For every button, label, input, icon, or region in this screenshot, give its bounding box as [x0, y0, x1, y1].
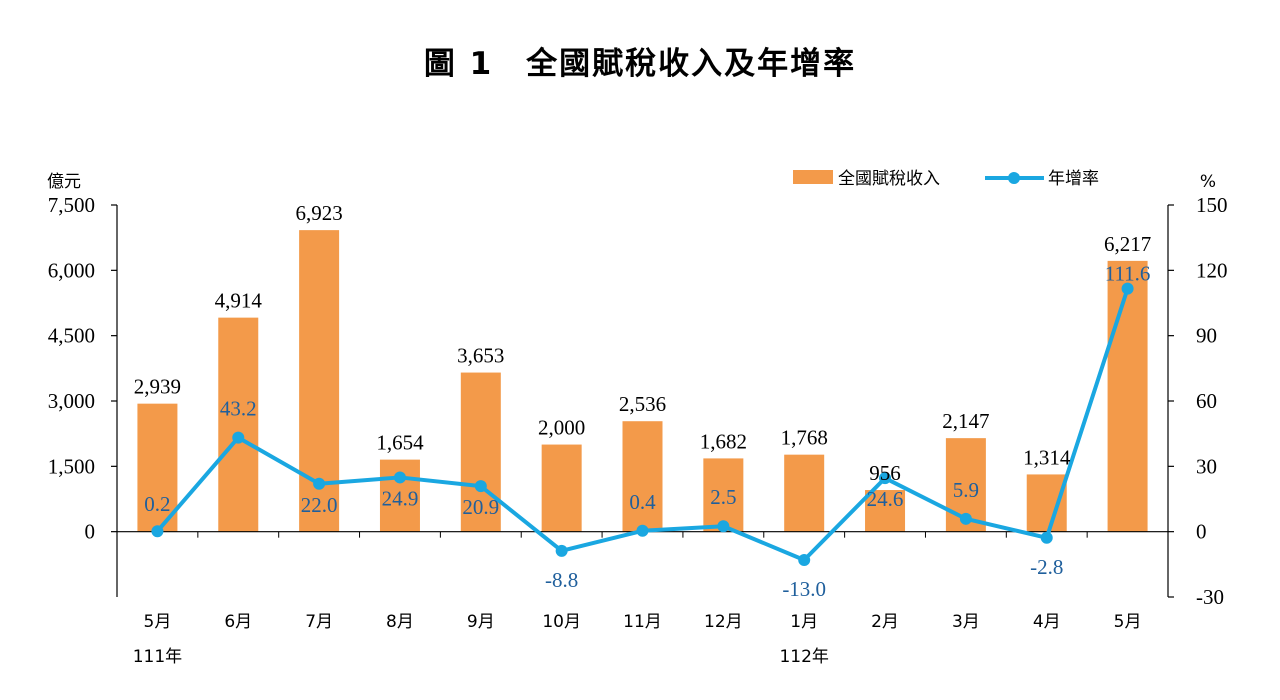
growth-rate-point — [1040, 531, 1053, 544]
growth-rate-label: 24.6 — [867, 487, 904, 511]
x-category-label: 6月 — [224, 612, 252, 632]
growth-rate-label: 5.9 — [953, 478, 979, 502]
growth-rate-label: 22.0 — [301, 493, 338, 517]
x-category-label: 10月 — [542, 612, 581, 632]
growth-rate-label: -13.0 — [782, 577, 826, 601]
x-category-label: 8月 — [386, 612, 414, 632]
tax-revenue-bar — [703, 458, 744, 532]
growth-rate-point — [879, 472, 892, 485]
bar-value-label: 6,923 — [295, 201, 342, 225]
bar-value-label: 956 — [869, 461, 901, 485]
right-tick-label: 90 — [1196, 324, 1217, 348]
growth-rate-point — [798, 553, 811, 566]
bar-value-label: 2,147 — [942, 409, 989, 433]
left-axis-unit: 億元 — [47, 172, 81, 192]
growth-rate-label: 0.4 — [629, 490, 656, 514]
tax-revenue-bar — [1026, 474, 1067, 532]
bar-value-label: 6,217 — [1104, 232, 1151, 256]
left-tick-label: 1,500 — [48, 454, 95, 478]
right-tick-label: 30 — [1196, 454, 1217, 478]
x-category-label: 9月 — [467, 612, 495, 632]
growth-rate-label: 24.9 — [382, 486, 419, 510]
bar-value-label: 4,914 — [215, 289, 263, 313]
left-tick-label: 3,000 — [48, 389, 95, 413]
right-tick-label: 150 — [1196, 193, 1228, 217]
bar-value-label: 2,536 — [619, 392, 666, 416]
legend-bar-label: 全國賦稅收入 — [838, 169, 940, 189]
growth-rate-point — [959, 512, 972, 525]
right-axis-unit: % — [1200, 172, 1216, 192]
growth-rate-label: 0.2 — [144, 492, 170, 516]
growth-rate-label: 20.9 — [462, 495, 499, 519]
chart-title: 圖 1 全國賦稅收入及年增率 — [423, 46, 857, 82]
right-tick-label: 0 — [1196, 520, 1207, 544]
growth-rate-point — [313, 477, 326, 490]
growth-rate-label: -2.8 — [1030, 555, 1063, 579]
legend-line-marker — [1008, 172, 1020, 184]
tax-revenue-bar — [218, 317, 259, 532]
growth-rate-point — [393, 471, 406, 484]
x-category-label: 2月 — [871, 612, 899, 632]
x-category-label: 3月 — [952, 612, 980, 632]
x-category-label: 4月 — [1033, 612, 1061, 632]
tax-revenue-bar — [460, 372, 501, 532]
growth-rate-point — [151, 525, 164, 538]
x-category-label: 5月 — [144, 612, 172, 632]
legend-line-label: 年增率 — [1048, 169, 1099, 189]
legend-bar-swatch — [793, 170, 833, 184]
x-category-label: 1月 — [790, 612, 818, 632]
bar-value-label: 1,682 — [700, 429, 747, 453]
right-tick-label: 120 — [1196, 258, 1228, 282]
tax-revenue-bar — [865, 490, 906, 532]
growth-rate-label: 111.6 — [1105, 262, 1151, 286]
x-category-label: 12月 — [704, 612, 743, 632]
x-year-label: 111年 — [133, 647, 182, 667]
growth-rate-label: 43.2 — [220, 397, 257, 421]
x-category-label: 5月 — [1114, 612, 1142, 632]
tax-revenue-bar — [541, 444, 582, 532]
growth-rate-point — [717, 520, 730, 533]
growth-rate-point — [1121, 282, 1134, 295]
tax-revenue-bar — [137, 403, 178, 532]
left-tick-label: 4,500 — [48, 324, 95, 348]
left-tick-label: 0 — [85, 520, 96, 544]
x-year-label: 112年 — [779, 647, 828, 667]
bar-value-label: 1,768 — [781, 426, 828, 450]
bar-value-label: 2,000 — [538, 416, 585, 440]
tax-revenue-bar — [622, 421, 663, 532]
growth-rate-point — [474, 480, 487, 493]
bar-value-label: 2,939 — [134, 375, 181, 399]
tax-revenue-bar — [1107, 260, 1148, 532]
growth-rate-point — [636, 524, 649, 537]
bar-value-label: 3,653 — [457, 344, 504, 368]
bar-value-label: 1,654 — [376, 431, 424, 455]
bar-value-label: 1,314 — [1023, 445, 1071, 469]
growth-rate-label: -8.8 — [545, 568, 578, 592]
x-category-label: 7月 — [305, 612, 333, 632]
growth-rate-label: 2.5 — [710, 485, 736, 509]
tax-revenue-bar — [784, 454, 825, 532]
growth-rate-point — [232, 431, 245, 444]
x-category-label: 11月 — [623, 612, 662, 632]
growth-rate-point — [555, 544, 568, 557]
right-tick-label: -30 — [1196, 585, 1224, 609]
left-tick-label: 7,500 — [48, 193, 95, 217]
left-tick-label: 6,000 — [48, 258, 95, 282]
right-tick-label: 60 — [1196, 389, 1217, 413]
